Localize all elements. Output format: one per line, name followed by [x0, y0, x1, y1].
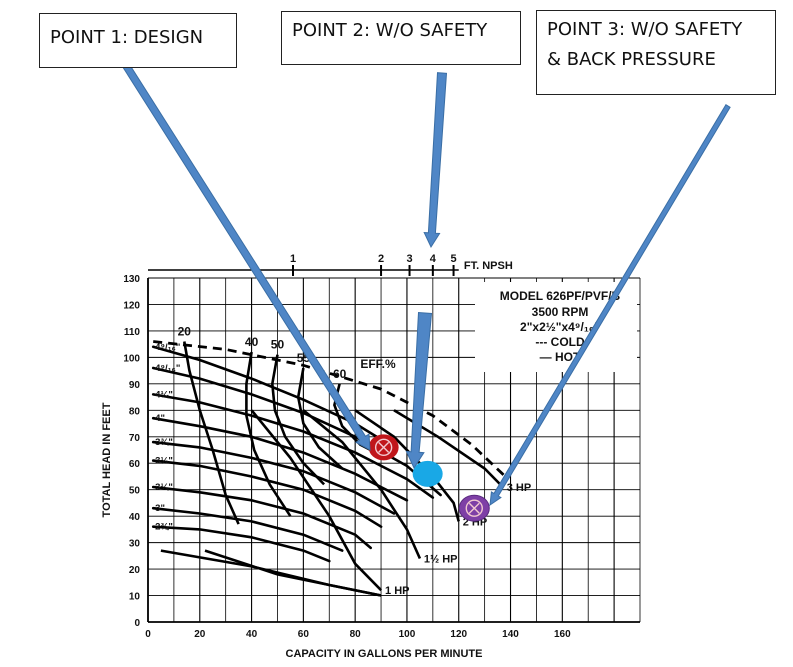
- impeller-curve: [151, 345, 396, 449]
- efficiency-unit-label: EFF.%: [360, 357, 396, 371]
- callout-point-2: POINT 2: W/O SAFETY: [281, 11, 521, 65]
- efficiency-curve: [296, 367, 344, 470]
- x-tick-label: 160: [554, 629, 571, 640]
- npsh-tick-label: 4: [430, 253, 437, 265]
- hp-label: 3 HP: [507, 482, 531, 494]
- y-tick-label: 90: [129, 380, 141, 391]
- impeller-curve: [151, 366, 442, 497]
- hp-label: 1½ HP: [424, 553, 458, 565]
- axes: 0 20 40 60 80 100 120 140 160 0 10 20 30 40 50 60 70 80 90…: [101, 274, 640, 660]
- y-tick-label: 100: [123, 353, 140, 364]
- impeller-curve: [151, 459, 383, 528]
- efficiency-curve: [183, 341, 240, 525]
- impeller-label: 4": [155, 413, 165, 424]
- system-curve: [204, 549, 382, 597]
- y-tick-label: 10: [129, 592, 141, 603]
- x-tick-label: 140: [502, 629, 519, 640]
- callout-point-3-text: POINT 3: W/O SAFETY & BACK PRESSURE: [547, 19, 743, 70]
- y-tick-label: 0: [134, 618, 140, 629]
- efficiency-curve: [245, 351, 292, 517]
- operating-point-2: [412, 460, 443, 487]
- efficiency-curve: [270, 354, 326, 486]
- arrow-point-1: [116, 53, 371, 451]
- info-box-bg: [475, 282, 637, 372]
- impeller-curve: [151, 525, 331, 563]
- callout-point-1-text: POINT 1: DESIGN: [50, 27, 204, 48]
- x-axis-label: CAPACITY IN GALLONS PER MINUTE: [286, 648, 483, 660]
- y-tick-label: 130: [123, 274, 140, 285]
- npsh-tick-label: 3: [406, 253, 412, 265]
- arrow-point-2-upper: [423, 72, 448, 249]
- x-tick-label: 0: [145, 629, 151, 640]
- efficiency-label: 40: [245, 335, 259, 349]
- callout-point-3: POINT 3: W/O SAFETY & BACK PRESSURE: [536, 10, 776, 95]
- info-box: MODEL 626PF/PVF/B 3500 RPM2"x2½"x4⁹/₁₆"--…: [475, 282, 637, 372]
- y-tick-label: 120: [123, 300, 140, 311]
- hp-curve: [250, 409, 383, 592]
- cold-curve: [153, 340, 507, 478]
- x-tick-label: 60: [298, 629, 310, 640]
- impeller-curve: [151, 393, 435, 499]
- impeller-curve: [151, 506, 344, 552]
- x-tick-label: 100: [399, 629, 416, 640]
- hp-curve: [302, 409, 422, 560]
- point-crosshair-ring: [374, 438, 393, 457]
- y-tick-label: 80: [129, 406, 141, 417]
- impeller-label: 4⁹/₁₆": [155, 342, 180, 353]
- impeller-label: 3½": [155, 456, 173, 467]
- impeller-label: 3¼": [155, 482, 173, 493]
- npsh-tick-label: 2: [378, 253, 384, 265]
- y-tick-label: 70: [129, 433, 141, 444]
- impeller-label: 3¾": [155, 437, 173, 448]
- info-box-line: MODEL 626PF/PVF/B: [500, 289, 621, 303]
- impeller-label: 4⁹/₁₆": [155, 363, 180, 374]
- npsh-tick-label: 5: [450, 253, 456, 265]
- point-crosshair-line: [378, 441, 390, 453]
- npsh-scale: 1 2 3 4 5 FT. NPSH: [148, 253, 513, 276]
- y-tick-label: 30: [129, 539, 141, 550]
- hp-curve: [393, 409, 504, 488]
- info-box-line: --- COLD: [535, 335, 585, 349]
- y-tick-label: 110: [124, 327, 141, 338]
- arrow-point-2-lower: [405, 311, 433, 470]
- y-tick-label: 20: [129, 565, 141, 576]
- callout-arrows: [116, 53, 731, 507]
- efficiency-label: 60: [333, 367, 347, 381]
- x-tick-label: 120: [450, 629, 467, 640]
- callout-point-2-text: POINT 2: W/O SAFETY: [292, 20, 488, 41]
- point-crosshair-ring: [465, 499, 483, 517]
- point-crosshair-line: [468, 502, 480, 514]
- x-tick-label: 20: [194, 629, 206, 640]
- impeller-curve: [151, 416, 409, 502]
- impeller-label: 3": [155, 503, 165, 514]
- impeller-curve: [151, 485, 372, 550]
- y-tick-label: 60: [129, 459, 141, 470]
- info-box-line: — HOT: [540, 350, 581, 364]
- x-tick-label: 80: [350, 629, 362, 640]
- efficiency-label: 20: [178, 325, 192, 339]
- npsh-label: FT. NPSH: [464, 260, 513, 272]
- npsh-tick-label: 1: [290, 253, 296, 265]
- x-tick-label: 40: [246, 629, 258, 640]
- y-tick-label: 50: [129, 486, 141, 497]
- arrow-point-3: [489, 104, 731, 507]
- info-box-line: 2"x2½"x4⁹/₁₆": [520, 320, 600, 334]
- operating-points: [368, 434, 490, 522]
- y-tick-label: 40: [129, 512, 141, 523]
- impeller-label: 2¾": [155, 522, 173, 533]
- impeller-label: 4¼": [155, 389, 173, 400]
- efficiency-label: 50: [271, 338, 285, 352]
- y-axis-label: TOTAL HEAD IN FEET: [101, 402, 113, 517]
- info-box-line: 3500 RPM: [532, 305, 589, 319]
- callout-point-1: POINT 1: DESIGN: [39, 13, 237, 68]
- hp-label: 1 HP: [385, 585, 409, 597]
- impeller-curve: [151, 440, 396, 515]
